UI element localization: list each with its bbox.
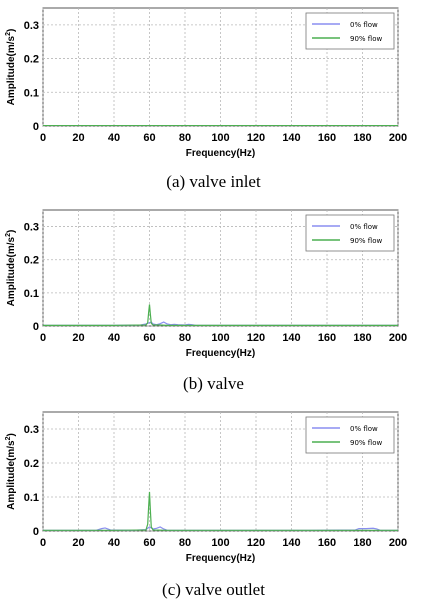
x-tick-label: 140: [282, 132, 300, 144]
y-tick-label: 0.1: [24, 492, 39, 504]
x-tick-label: 120: [247, 332, 265, 344]
legend-label: 90% flow: [350, 439, 382, 447]
series-line-flow-0: [43, 526, 398, 531]
x-tick-label: 0: [40, 537, 46, 549]
x-tick-label: 0: [40, 132, 46, 144]
y-tick-label: 0: [33, 321, 39, 333]
x-tick-label: 60: [143, 332, 155, 344]
chart-valve-inlet: 0 20 40 60 80 100 120 140 160 180 200 0 0.1 0.2 0.3 Fre…: [5, 7, 407, 159]
x-tick-label: 140: [282, 332, 300, 344]
x-tick-label: 20: [72, 132, 84, 144]
x-tick-label: 120: [247, 537, 265, 549]
y-axis-label: Amplitude(m/s2): [5, 29, 17, 106]
y-tick-label: 0.2: [24, 54, 39, 66]
x-tick-label: 40: [108, 332, 120, 344]
legend-box: [305, 214, 395, 252]
x-tick-label: 140: [282, 537, 300, 549]
chart-valve-outlet: 0 20 40 60 80 100 120 140 160 180 200 0 0.1 0.2 0.3 Fre…: [5, 411, 407, 564]
chart-valve: 0 20 40 60 80 100 120 140 160 180 200 0 0.1 0.2 0.3 Fre…: [5, 209, 407, 359]
y-tick-label: 0.3: [24, 222, 39, 234]
legend-label: 0% flow: [350, 223, 378, 231]
x-tick-label: 180: [353, 132, 371, 144]
chart-panel-a: 0 20 40 60 80 100 120 140 160 180 200 0 0.1 0.2 0.3 Fre…: [0, 0, 427, 200]
chart-panel-c: 0 20 40 60 80 100 120 140 160 180 200 0 0.1 0.2 0.3 Fre…: [0, 404, 427, 608]
x-tick-label: 20: [72, 537, 84, 549]
x-tick-label: 80: [179, 332, 191, 344]
legend-box: [305, 416, 395, 454]
y-tick-label: 0.1: [24, 288, 39, 300]
caption-valve-outlet: (c) valve outlet: [162, 580, 265, 599]
legend-label: 90% flow: [350, 35, 382, 43]
x-tick-label: 80: [179, 537, 191, 549]
x-tick-label: 20: [72, 332, 84, 344]
chart-panel-b: 0 20 40 60 80 100 120 140 160 180 200 0 0.1 0.2 0.3 Fre…: [0, 202, 427, 402]
x-tick-label: 200: [389, 537, 407, 549]
x-tick-label: 160: [318, 132, 336, 144]
y-tick-label: 0: [33, 121, 39, 133]
x-tick-label: 40: [108, 537, 120, 549]
y-tick-label: 0.2: [24, 458, 39, 470]
x-tick-label: 120: [247, 132, 265, 144]
x-tick-label: 100: [211, 132, 229, 144]
x-tick-label: 180: [353, 332, 371, 344]
y-tick-label: 0.3: [24, 20, 39, 32]
x-tick-label: 100: [211, 332, 229, 344]
x-tick-label: 160: [318, 332, 336, 344]
x-tick-label: 160: [318, 537, 336, 549]
x-axis-label: Frequency(Hz): [186, 148, 255, 159]
legend-box: [305, 12, 395, 50]
series-line-flow-90: [43, 304, 398, 326]
y-tick-label: 0.3: [24, 424, 39, 436]
x-tick-label: 180: [353, 537, 371, 549]
x-axis-label: Frequency(Hz): [186, 348, 255, 359]
series-line-flow-90: [43, 491, 398, 531]
y-tick-label: 0.2: [24, 255, 39, 267]
x-axis-label: Frequency(Hz): [186, 553, 255, 564]
x-tick-label: 80: [179, 132, 191, 144]
caption-valve-inlet: (a) valve inlet: [166, 172, 261, 191]
x-tick-label: 200: [389, 332, 407, 344]
x-tick-label: 100: [211, 537, 229, 549]
x-tick-label: 60: [143, 537, 155, 549]
x-tick-label: 0: [40, 332, 46, 344]
legend-label: 90% flow: [350, 237, 382, 245]
x-tick-label: 60: [143, 132, 155, 144]
x-tick-label: 200: [389, 132, 407, 144]
y-tick-label: 0: [33, 526, 39, 538]
caption-valve: (b) valve: [183, 374, 244, 393]
legend-label: 0% flow: [350, 21, 378, 29]
legend-label: 0% flow: [350, 425, 378, 433]
y-axis-label: Amplitude(m/s2): [5, 433, 17, 510]
x-tick-label: 40: [108, 132, 120, 144]
y-axis-label: Amplitude(m/s2): [5, 230, 17, 307]
y-tick-label: 0.1: [24, 87, 39, 99]
